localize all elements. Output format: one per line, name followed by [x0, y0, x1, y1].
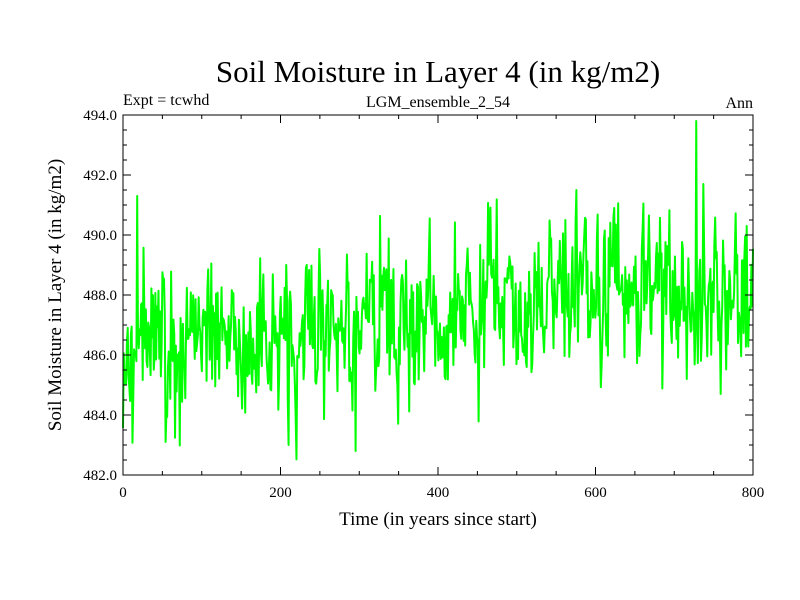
y-tick-label: 484.0 [83, 408, 117, 424]
experiment-label: Expt = tcwhd [123, 92, 209, 109]
y-tick-label: 482.0 [83, 468, 117, 484]
y-tick-label: 490.0 [83, 228, 117, 244]
series-line [122, 120, 754, 461]
period-label: Ann [725, 95, 753, 112]
y-tick-label: 486.0 [83, 348, 117, 364]
axes: 0 200 400 600 800 482.0 484.0 486.0 488.0 490.0 49… [83, 108, 764, 501]
ensemble-label: LGM_ensemble_2_54 [366, 94, 510, 111]
y-axis-label: Soil Moisture in Layer 4 (in kg/m2) [45, 159, 66, 431]
x-tick-label: 200 [269, 485, 292, 501]
chart-title: Soil Moisture in Layer 4 (in kg/m2) [216, 54, 660, 89]
data-series [122, 120, 754, 461]
x-tick-label: 400 [427, 485, 450, 501]
y-tick-label: 488.0 [83, 288, 117, 304]
x-tick-label: 0 [119, 485, 127, 501]
x-tick-label: 600 [584, 485, 607, 501]
x-tick-label: 800 [742, 485, 765, 501]
y-tick-label: 494.0 [83, 108, 117, 124]
y-tick-label: 492.0 [83, 168, 117, 184]
x-axis-label: Time (in years since start) [339, 509, 537, 530]
